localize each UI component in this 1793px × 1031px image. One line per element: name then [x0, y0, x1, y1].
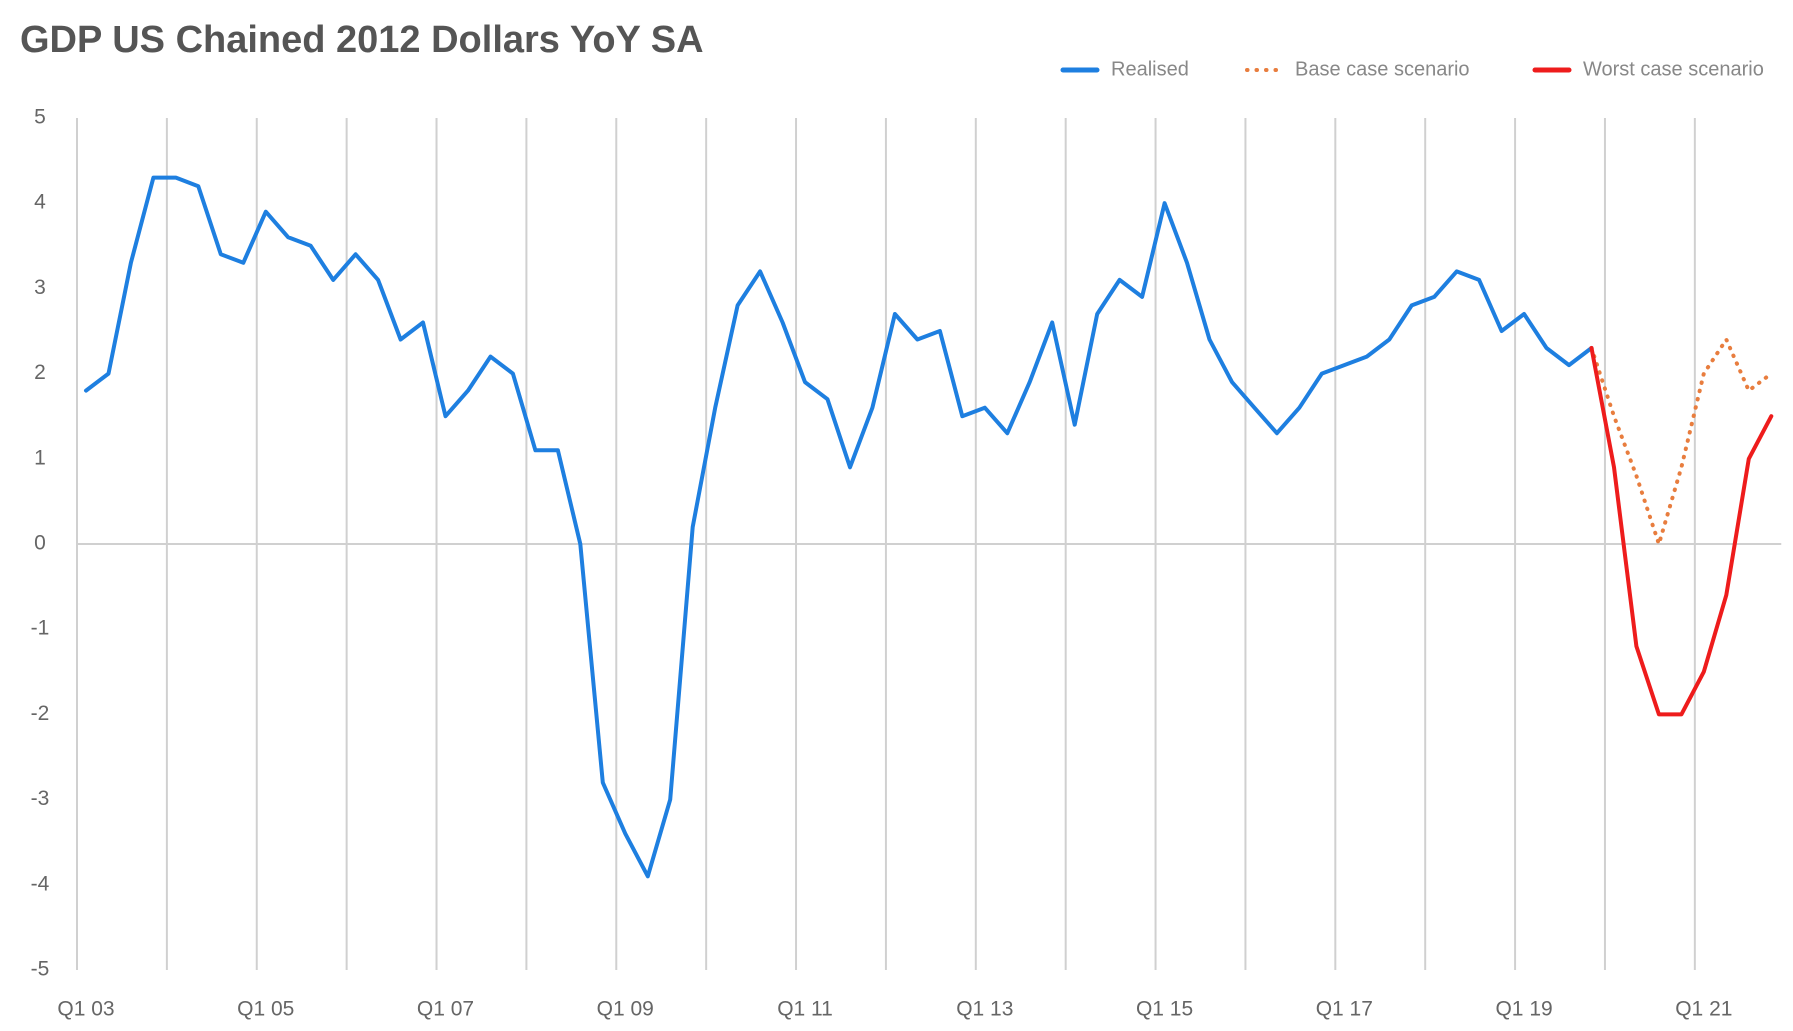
- x-tick-label: Q1 07: [417, 998, 474, 1021]
- y-tick-label: -1: [31, 617, 50, 640]
- x-tick-label: Q1 11: [777, 998, 833, 1021]
- y-tick-label: -2: [31, 702, 50, 725]
- x-tick-label: Q1 13: [956, 998, 1013, 1021]
- x-tick-label: Q1 15: [1136, 998, 1193, 1021]
- x-tick-label: Q1 21: [1675, 998, 1732, 1021]
- y-tick-label: -4: [31, 872, 50, 895]
- x-tick-label: Q1 03: [57, 998, 114, 1021]
- y-tick-label: 0: [34, 532, 46, 555]
- x-tick-label: Q1 09: [597, 998, 654, 1021]
- series-line: [1589, 337, 1774, 546]
- x-tick-label: Q1 05: [237, 998, 294, 1021]
- y-tick-label: 4: [34, 191, 46, 214]
- y-tick-label: -3: [31, 787, 50, 810]
- legend-label: Realised: [1111, 58, 1189, 80]
- y-tick-label: 1: [34, 446, 46, 469]
- y-tick-label: 5: [34, 106, 46, 129]
- legend-label: Worst case scenario: [1583, 58, 1764, 80]
- chart-title: GDP US Chained 2012 Dollars YoY SA: [20, 19, 704, 61]
- y-tick-label: 3: [34, 276, 46, 299]
- series-line: [84, 175, 1594, 879]
- y-tick-label: -5: [31, 958, 50, 981]
- series-line: [1589, 346, 1774, 717]
- x-tick-label: Q1 19: [1495, 998, 1552, 1021]
- legend-label: Base case scenario: [1295, 58, 1470, 80]
- x-tick-label: Q1 17: [1316, 998, 1373, 1021]
- y-tick-label: 2: [34, 361, 46, 384]
